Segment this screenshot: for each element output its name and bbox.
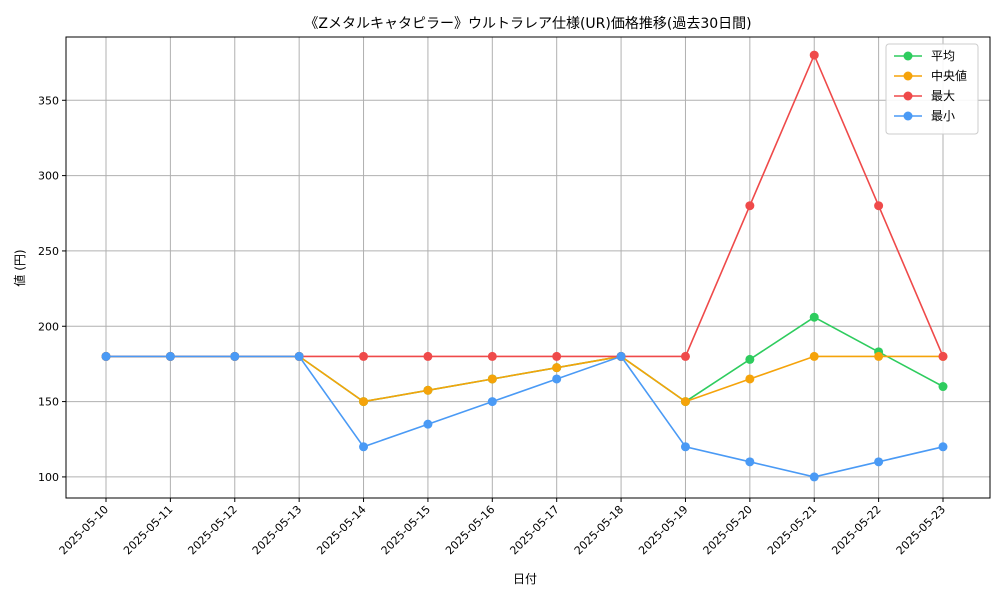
legend-entry: 平均 xyxy=(894,49,955,63)
data-point xyxy=(487,374,497,384)
data-point xyxy=(874,457,884,467)
legend-marker xyxy=(903,51,913,61)
data-point xyxy=(809,472,819,482)
y-tick-label: 300 xyxy=(38,170,59,183)
data-point xyxy=(423,419,433,429)
legend-label: 中央値 xyxy=(931,68,967,83)
data-point xyxy=(745,354,755,364)
legend-box xyxy=(885,43,979,135)
data-point xyxy=(359,351,369,361)
x-tick-label: 2025-05-20 xyxy=(701,503,755,557)
series-lines xyxy=(101,50,948,482)
x-tick-label: 2025-05-10 xyxy=(57,503,111,557)
data-point xyxy=(680,442,690,452)
x-tick-label: 2025-05-22 xyxy=(829,503,883,557)
y-tick-label: 100 xyxy=(38,471,59,484)
data-point xyxy=(101,351,111,361)
x-tick-label: 2025-05-14 xyxy=(314,503,368,557)
data-point xyxy=(809,50,819,60)
x-tick-label: 2025-05-18 xyxy=(572,503,626,557)
y-tick-label: 150 xyxy=(38,396,59,409)
x-tick-label: 2025-05-21 xyxy=(765,503,819,557)
data-point xyxy=(552,374,562,384)
data-point xyxy=(487,397,497,407)
data-point xyxy=(809,351,819,361)
data-point xyxy=(423,385,433,395)
x-tick-label: 2025-05-17 xyxy=(507,503,561,557)
legend-entry: 最小 xyxy=(894,109,955,123)
x-tick-label: 2025-05-12 xyxy=(185,503,239,557)
legend-marker xyxy=(903,111,913,121)
data-point xyxy=(809,312,819,322)
x-tick-label: 2025-05-19 xyxy=(636,503,690,557)
data-point xyxy=(359,442,369,452)
x-tick-label: 2025-05-23 xyxy=(894,503,948,557)
series-line xyxy=(106,355,943,403)
series-line xyxy=(106,355,944,478)
legend-entry: 中央値 xyxy=(894,68,967,83)
x-tick-label: 2025-05-13 xyxy=(250,503,304,557)
legend-label: 最大 xyxy=(931,89,955,103)
data-point xyxy=(487,351,497,361)
data-point xyxy=(230,351,240,361)
data-point xyxy=(874,201,884,211)
data-point xyxy=(165,351,175,361)
plot-area-frame xyxy=(65,36,991,499)
legend-label: 平均 xyxy=(931,49,955,63)
data-point xyxy=(680,351,690,361)
legend-label: 最小 xyxy=(931,109,955,123)
legend-entry: 最大 xyxy=(894,89,955,103)
data-point xyxy=(745,201,755,211)
y-tick-label: 200 xyxy=(38,320,59,333)
data-point xyxy=(552,363,562,373)
data-point xyxy=(745,374,755,384)
series-中央値 xyxy=(101,351,948,407)
data-point xyxy=(359,397,369,407)
x-tick-label: 2025-05-15 xyxy=(379,503,433,557)
series-最小 xyxy=(101,351,948,482)
data-point xyxy=(680,397,690,407)
data-point xyxy=(294,351,304,361)
legend-marker xyxy=(903,71,913,81)
legend-marker xyxy=(903,91,913,101)
x-axis-title: 日付 xyxy=(513,572,537,586)
series-最大 xyxy=(101,50,948,361)
x-tick-label: 2025-05-11 xyxy=(121,503,175,557)
data-point xyxy=(423,351,433,361)
y-axis-title: 値 (円) xyxy=(12,249,27,286)
data-point xyxy=(745,457,755,467)
data-point xyxy=(874,351,884,361)
y-tick-label: 350 xyxy=(38,94,59,107)
y-tick-label: 250 xyxy=(38,245,59,258)
grid xyxy=(66,37,990,498)
data-point xyxy=(552,351,562,361)
data-point xyxy=(938,382,948,392)
x-tick-label: 2025-05-16 xyxy=(443,503,497,557)
data-point xyxy=(616,351,626,361)
data-point xyxy=(938,442,948,452)
chart-title: 《Zメタルキャタピラー》ウルトラレア仕様(UR)価格推移(過去30日間) xyxy=(304,16,751,32)
data-point xyxy=(938,351,948,361)
